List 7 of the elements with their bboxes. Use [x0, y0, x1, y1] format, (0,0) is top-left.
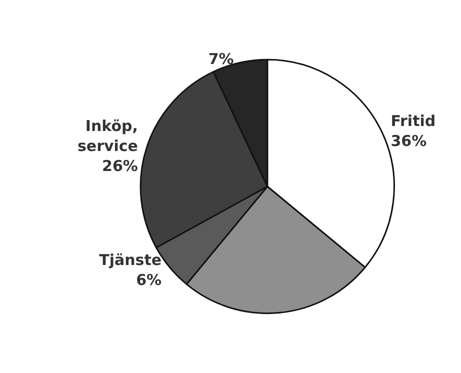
data-label: 26% [102, 157, 138, 176]
data-label: 7% [208, 50, 234, 68]
data-label: 6% [136, 270, 162, 289]
slice-label: Fritid [390, 112, 436, 130]
slice-label: Tjänste [99, 250, 162, 269]
data-label: 36% [390, 132, 427, 150]
slice-label: Inköp, service [77, 117, 138, 156]
